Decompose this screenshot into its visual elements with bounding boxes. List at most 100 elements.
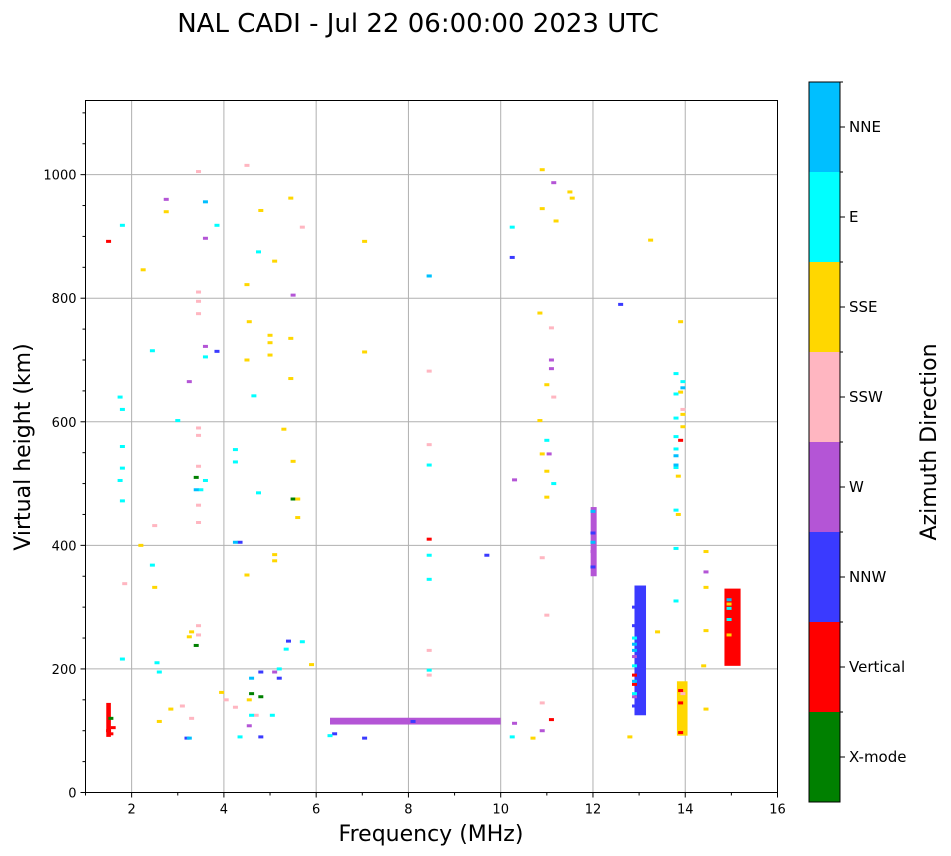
- echo-point-sse: [703, 707, 709, 711]
- echo-point-sse: [678, 390, 684, 394]
- echo-point-w: [373, 718, 379, 722]
- echo-block-sse: [676, 681, 688, 736]
- echo-point-ssw: [426, 648, 432, 652]
- y-axis-ticks: 0 200 400 600 800 1000: [43, 112, 86, 802]
- echo-point-vertical: [426, 537, 432, 541]
- echo-point-e: [544, 438, 550, 442]
- echo-point-sse: [701, 664, 707, 668]
- echo-point-e: [119, 445, 125, 448]
- echo-point-e: [269, 713, 275, 717]
- echo-point-nne: [673, 454, 679, 458]
- colorbar-segment-nnw: [809, 532, 840, 622]
- echo-point-ssw: [223, 698, 229, 702]
- echo-point-e: [426, 463, 432, 467]
- echo-block-vertical: [106, 702, 111, 737]
- echo-point-sse: [726, 602, 732, 606]
- y-tick-label: 800: [52, 292, 77, 307]
- colorbar-segment-nne: [809, 82, 840, 172]
- echo-point-e: [119, 407, 125, 411]
- echo-point-e: [256, 250, 261, 254]
- echo-point-w: [546, 452, 552, 456]
- echo-point-nne: [186, 736, 192, 740]
- echo-point-nnw: [332, 732, 338, 736]
- colorbar-segment-vertical: [809, 622, 840, 712]
- echo-point-sse: [244, 358, 250, 362]
- colorbar: X-mode Vertical NNW W SSW SSE E NNE: [808, 81, 906, 803]
- echo-point-sse: [219, 690, 225, 694]
- echo-point-e: [251, 394, 257, 398]
- echo-point-w: [590, 550, 596, 554]
- echo-point-e: [283, 647, 289, 651]
- echo-point-vertical: [106, 239, 112, 243]
- colorbar-segment-x-mode: [809, 712, 840, 802]
- echo-point-sse: [680, 710, 686, 714]
- echo-point-e: [119, 657, 125, 661]
- echo-point-nnw: [618, 302, 624, 306]
- colorbar-frame: [808, 81, 841, 803]
- echo-point-w: [631, 695, 637, 699]
- y-tick-label: 0: [68, 787, 76, 802]
- echo-point-vertical: [678, 731, 684, 735]
- echo-point-ssw: [196, 503, 202, 507]
- echo-point-x-mode: [193, 643, 199, 647]
- echo-point-nnw: [509, 255, 515, 259]
- echo-point-sse: [703, 629, 709, 633]
- echo-point-sse: [627, 735, 633, 739]
- x-axis-label: Frequency (MHz): [339, 822, 524, 847]
- echo-point-nne: [590, 540, 596, 544]
- echo-point-e: [202, 478, 208, 482]
- echo-point-sse: [539, 168, 545, 172]
- echo-point-e: [673, 416, 679, 420]
- echo-point-e: [673, 599, 679, 603]
- echo-point-w: [387, 718, 393, 722]
- echo-point-w: [548, 358, 554, 362]
- echo-point-sse: [156, 719, 162, 723]
- echo-point-sse: [539, 452, 545, 456]
- echo-point-e: [232, 448, 238, 452]
- echo-point-vertical: [548, 718, 554, 722]
- echo-point-sse: [244, 573, 250, 577]
- echo-point-sse: [281, 427, 287, 431]
- echo-point-ssw: [548, 326, 554, 330]
- colorbar-segment-e: [809, 172, 840, 262]
- echo-point-w: [512, 721, 518, 725]
- echo-point-ssw: [253, 713, 259, 717]
- echo-point-w: [551, 181, 557, 185]
- echo-point-ssw: [179, 704, 185, 708]
- echo-point-sse: [362, 239, 368, 243]
- echo-point-vertical: [631, 673, 637, 677]
- echo-point-w: [438, 718, 444, 722]
- echo-point-ssw: [539, 701, 545, 705]
- echo-point-x-mode: [193, 475, 199, 479]
- echo-point-w: [419, 718, 425, 722]
- echo-point-ssw: [680, 692, 686, 696]
- echo-point-vertical: [106, 729, 112, 733]
- echo-point-nne: [232, 540, 238, 544]
- echo-point-vertical: [108, 732, 114, 736]
- echo-point-ssw: [551, 395, 557, 399]
- echo-point-ssw: [189, 716, 195, 720]
- echo-point-sse: [272, 553, 278, 557]
- x-tick-label: 10: [492, 803, 509, 818]
- echo-point-sse: [267, 353, 273, 357]
- echo-point-e: [198, 488, 204, 492]
- echo-point-e: [726, 618, 732, 621]
- echo-point-nnw: [631, 704, 637, 708]
- echo-point-sse: [244, 283, 250, 287]
- echo-point-sse: [567, 190, 573, 194]
- echo-point-e: [154, 661, 160, 665]
- echo-point-e: [117, 395, 123, 399]
- echo-point-w: [631, 655, 637, 659]
- echo-point-w: [345, 718, 351, 722]
- echo-point-nnw: [631, 605, 637, 609]
- echo-point-ssw: [152, 524, 158, 528]
- echo-point-sse: [267, 341, 273, 345]
- echo-point-ssw: [539, 556, 545, 560]
- colorbar-segment-sse: [809, 262, 840, 352]
- x-tick-label: 2: [127, 803, 135, 818]
- colorbar-segment-w: [809, 442, 840, 532]
- echo-point-vertical: [678, 438, 684, 442]
- echo-point-e: [149, 349, 155, 353]
- echo-point-e: [214, 223, 220, 227]
- echo-point-sse: [680, 723, 686, 727]
